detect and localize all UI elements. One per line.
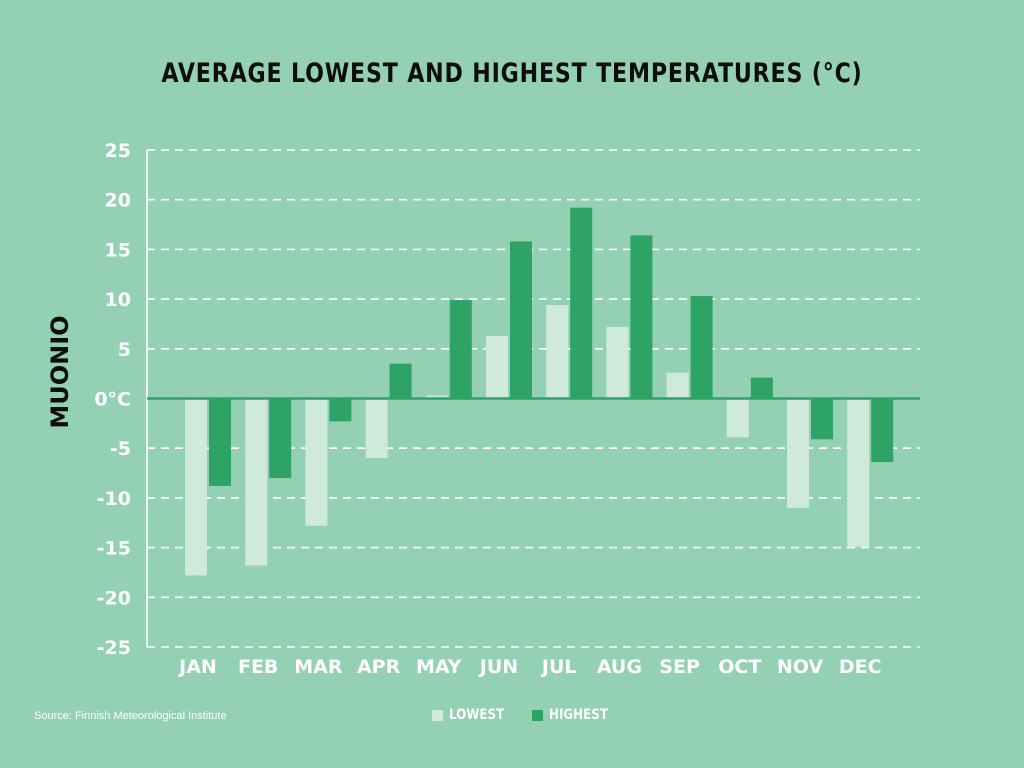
bar-highest <box>510 241 532 399</box>
y-tick-label: -10 <box>97 488 131 510</box>
bar-lowest <box>365 398 388 459</box>
bar-lowest <box>425 395 448 399</box>
bar-lowest <box>305 398 328 526</box>
tick-labels: 25 20 15 10 5 0°C -5 -10 -15 -20 -25 JAN FEB MAR APR MA… <box>94 140 881 678</box>
x-tick-label: MAY <box>416 656 462 678</box>
x-tick-label: FEB <box>238 656 278 678</box>
legend-swatch-lowest <box>432 709 443 721</box>
bar-lowest <box>726 398 749 438</box>
bar-highest <box>630 235 653 399</box>
bar-lowest <box>666 372 689 399</box>
bar-highest <box>209 398 231 486</box>
bar-highest <box>389 363 412 399</box>
x-tick-label: APR <box>357 656 401 678</box>
bar-lowest <box>606 326 629 399</box>
y-tick-label: 5 <box>118 339 131 361</box>
y-tick-label: 0°C <box>94 389 131 411</box>
bar-highest <box>871 398 894 463</box>
bar-lowest <box>185 398 207 576</box>
bar-lowest <box>847 398 870 547</box>
bar-highest <box>449 300 472 399</box>
legend-label-highest: HIGHEST <box>548 707 608 723</box>
legend: LOWEST HIGHEST <box>432 706 636 724</box>
y-tick-label: 10 <box>105 289 131 311</box>
x-tick-label: MAR <box>294 656 343 678</box>
bar-highest <box>570 207 593 399</box>
x-tick-label: SEP <box>659 656 700 678</box>
x-tick-label: JUN <box>478 656 518 678</box>
bar-highest <box>690 296 713 399</box>
y-tick-label: -5 <box>110 438 131 460</box>
x-tick-label: OCT <box>718 656 761 678</box>
y-tick-label: -25 <box>97 637 131 659</box>
legend-item-lowest: LOWEST <box>432 707 514 723</box>
chart-title: AVERAGE LOWEST AND HIGHEST TEMPERATURES … <box>161 58 863 89</box>
bar-highest <box>811 398 833 440</box>
y-tick-label: -20 <box>97 587 131 609</box>
source-note: Source: Finnish Meteorological Institute <box>34 710 227 722</box>
y-tick-label: 15 <box>105 239 131 261</box>
bar-lowest <box>787 398 809 508</box>
bar-lowest <box>486 335 508 399</box>
axes <box>146 150 920 647</box>
x-tick-label: DEC <box>839 656 882 678</box>
bar-lowest <box>245 398 268 566</box>
legend-label-lowest: LOWEST <box>449 707 505 723</box>
x-tick-label: JAN <box>177 656 217 678</box>
bar-highest <box>750 377 773 399</box>
bar-lowest <box>546 305 569 399</box>
y-tick-label: 25 <box>105 140 131 162</box>
legend-item-highest: HIGHEST <box>531 707 618 723</box>
x-tick-label: NOV <box>777 656 824 678</box>
y-tick-label: 20 <box>105 190 131 212</box>
bar-highest <box>269 398 292 479</box>
x-tick-label: AUG <box>597 656 642 678</box>
x-tick-label: JUL <box>540 656 577 678</box>
bar-highest <box>329 398 352 422</box>
bars <box>185 207 894 576</box>
y-tick-label: -15 <box>97 538 131 560</box>
legend-swatch-highest <box>531 709 543 721</box>
